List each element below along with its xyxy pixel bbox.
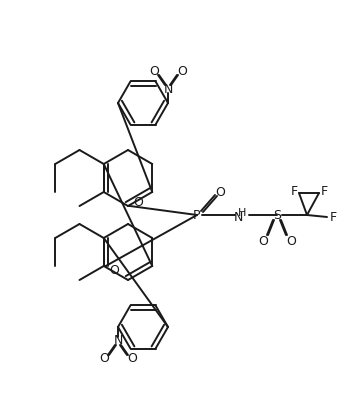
Text: O: O	[258, 235, 268, 248]
Text: O: O	[177, 65, 187, 78]
Text: F: F	[320, 184, 328, 197]
Text: N: N	[233, 210, 243, 223]
Text: P: P	[193, 209, 201, 222]
Text: F: F	[290, 184, 298, 197]
Text: N: N	[163, 83, 173, 96]
Text: O: O	[133, 196, 143, 209]
Text: O: O	[215, 186, 225, 199]
Text: O: O	[127, 352, 137, 365]
Text: O: O	[149, 65, 159, 78]
Text: N: N	[113, 334, 123, 347]
Text: S: S	[273, 209, 281, 222]
Text: H: H	[238, 208, 246, 218]
Text: O: O	[286, 235, 296, 248]
Text: O: O	[99, 352, 109, 365]
Text: O: O	[109, 264, 119, 277]
Text: F: F	[329, 210, 336, 223]
